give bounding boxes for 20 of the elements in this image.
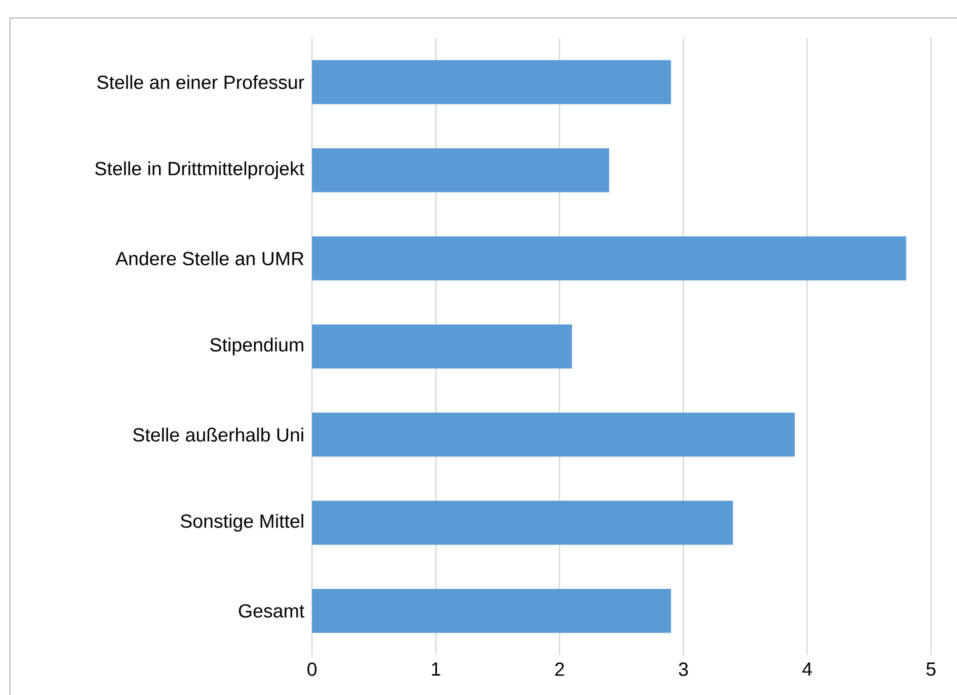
x-tick-label: 2 bbox=[555, 662, 564, 676]
y-tick-label: Sonstige Mittel bbox=[180, 514, 304, 532]
x-tick-label: 5 bbox=[926, 662, 936, 676]
x-tick-label: 1 bbox=[432, 662, 440, 676]
bar bbox=[312, 324, 572, 368]
y-tick-label: Gesamt bbox=[238, 604, 304, 618]
bar bbox=[312, 412, 795, 457]
y-tick-label: Stipendium bbox=[210, 338, 304, 356]
bar bbox=[312, 236, 906, 280]
bar bbox=[312, 500, 733, 545]
bar bbox=[312, 148, 610, 192]
x-tick-label: 3 bbox=[678, 662, 688, 676]
bar bbox=[312, 588, 672, 633]
y-tick-label: Stelle in Drittmittelprojekt bbox=[95, 161, 304, 180]
y-tick-label: Stelle an einer Professur bbox=[97, 75, 304, 90]
y-tick-label: Stelle außerhalb Uni bbox=[133, 428, 304, 442]
y-tick-label: Andere Stelle an UMR bbox=[115, 251, 304, 266]
bar bbox=[312, 60, 672, 104]
x-tick-label: 4 bbox=[802, 662, 812, 676]
x-tick-label: 0 bbox=[307, 662, 317, 676]
